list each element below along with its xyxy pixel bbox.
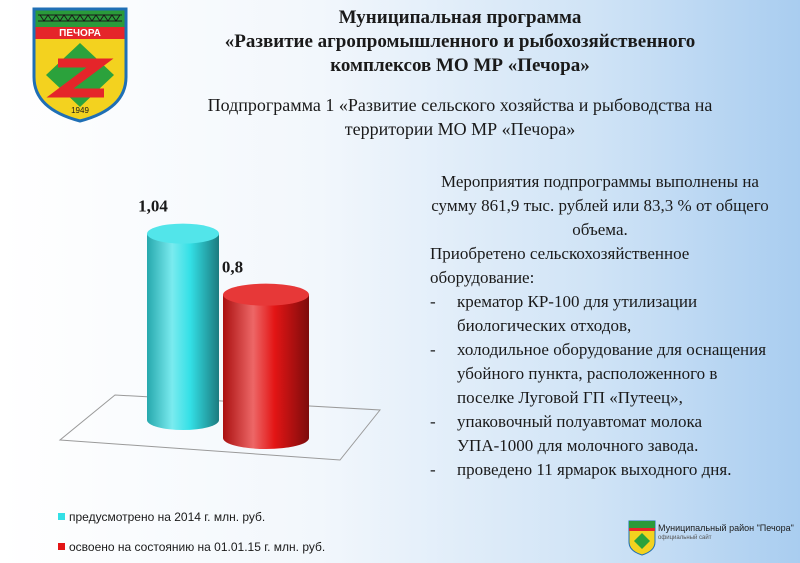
bar-cylinder-body-1 (223, 294, 309, 449)
list-dash: - (430, 292, 436, 311)
footer-site-subtitle: официальный сайт (658, 535, 712, 541)
page-title: Муниципальная программа «Развитие агропр… (140, 6, 780, 78)
chart-floor (58, 394, 381, 461)
list-item-text: проведено 11 ярмарок выходного дня. (457, 460, 732, 479)
title-line-1: Муниципальная программа (338, 7, 582, 28)
list-dash: - (430, 460, 436, 479)
legend-label-spent: освоено на состоянию на 01.01.15 г. млн.… (69, 540, 326, 554)
list-item: - холодильное оборудование для оснащения … (430, 338, 770, 410)
footer-site-name: Муниципальный район "Печора" (658, 523, 794, 533)
subtitle-line-2: территории МО МР «Печора» (344, 119, 576, 139)
list-dash: - (430, 340, 436, 359)
coat-of-arms-emblem: ПЕЧОРА 1949 (32, 7, 128, 123)
bar-cylinder-top-1 (223, 283, 309, 306)
page-subtitle: Подпрограмма 1 «Развитие сельского хозяй… (140, 93, 780, 141)
equipment-list: - крематор КР-100 для утилизации биологич… (430, 290, 770, 482)
subtitle-line-1: Подпрограмма 1 «Развитие сельского хозяй… (207, 95, 713, 115)
title-line-2: «Развитие агропромышленного и рыбохозяйс… (224, 31, 696, 52)
bar-cylinder-body-0 (147, 233, 219, 430)
footer-site-logo[interactable]: Муниципальный район "Печора" официальный… (628, 520, 794, 560)
list-dash: - (430, 412, 436, 431)
list-item-text: упаковочный полуавтомат молока УПА-1000 … (457, 412, 703, 455)
budget-cylinder-chart: 1,04 0,8 (58, 197, 381, 461)
legend-item-planned: предусмотрено на 2014 г. млн. руб. (58, 510, 265, 524)
legend-swatch-spent (58, 543, 65, 550)
legend-label-planned: предусмотрено на 2014 г. млн. руб. (69, 510, 266, 524)
data-label-1: 0,8 (222, 258, 243, 277)
description-paragraph-2: Приобретено сельскохозяйственное оборудо… (430, 244, 690, 287)
mini-emblem-icon (628, 520, 656, 556)
list-item: - проведено 11 ярмарок выходного дня. (430, 458, 770, 482)
list-item: - крематор КР-100 для утилизации биологич… (430, 290, 770, 338)
data-label-0: 1,04 (138, 197, 168, 216)
emblem-name: ПЕЧОРА (59, 28, 101, 39)
list-item: - упаковочный полуавтомат молока УПА-1000… (430, 410, 770, 458)
list-item-text: крематор КР-100 для утилизации биологиче… (457, 292, 698, 335)
legend-item-spent: освоено на состоянию на 01.01.15 г. млн.… (58, 540, 325, 554)
legend-swatch-planned (58, 513, 65, 520)
title-line-3: комплексов МО МР «Печора» (330, 55, 590, 76)
emblem-year: 1949 (71, 106, 89, 115)
bar-cylinder-top-0 (147, 223, 219, 244)
description-paragraph-1: Мероприятия подпрограммы выполнены на су… (431, 172, 769, 239)
description-text: Мероприятия подпрограммы выполнены на су… (430, 170, 770, 482)
list-item-text: холодильное оборудование для оснащения у… (457, 340, 767, 407)
